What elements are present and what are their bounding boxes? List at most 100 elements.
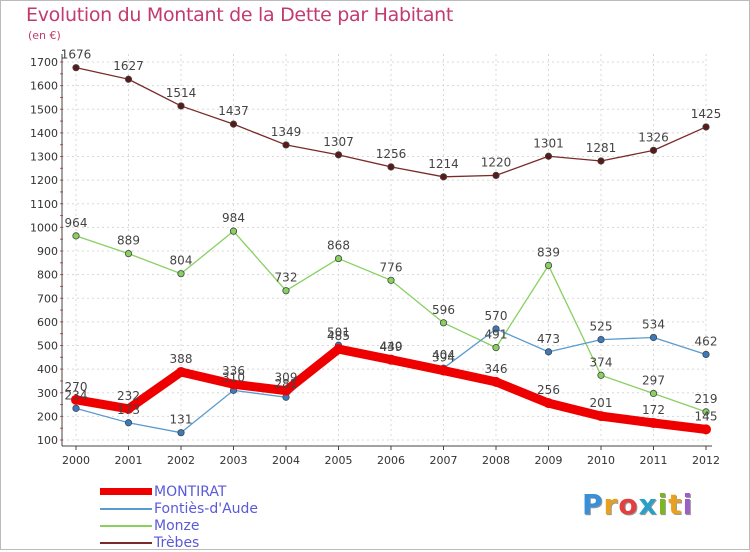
chart-series [71, 64, 711, 437]
y-tick-label: 1500 [30, 103, 58, 116]
legend-label-montirat: MONTIRAT [154, 484, 227, 500]
data-label-tr-bes: 1349 [271, 125, 302, 139]
data-label-fonti-s-d-aude: 234 [65, 388, 88, 402]
data-label-montirat: 346 [485, 362, 508, 376]
data-label-montirat: 145 [695, 409, 718, 423]
y-tick-label: 1300 [30, 151, 58, 164]
data-label-monze: 491 [485, 328, 508, 342]
data-point-tr-bes [72, 64, 80, 72]
data-label-fonti-s-d-aude: 131 [170, 413, 193, 427]
data-point-montirat [123, 403, 134, 414]
data-point-monze [544, 261, 553, 270]
logo-letter: t [668, 488, 683, 521]
y-tick-label: 1200 [30, 174, 58, 187]
data-label-montirat: 336 [222, 364, 245, 378]
data-label-fonti-s-d-aude: 281 [275, 377, 298, 391]
data-point-tr-bes [597, 157, 605, 165]
data-label-monze: 964 [65, 216, 88, 230]
data-point-monze [702, 408, 710, 416]
data-point-tr-bes [124, 75, 133, 83]
x-tick-label: 2006 [377, 454, 405, 467]
y-tick-label: 700 [37, 292, 58, 305]
y-tick-label: 1600 [30, 80, 58, 93]
y-tick-label: 300 [37, 387, 58, 400]
data-label-monze: 868 [327, 239, 350, 253]
y-tick-label: 1100 [30, 198, 58, 211]
x-tick-label: 2010 [587, 454, 615, 467]
data-point-tr-bes [387, 163, 395, 171]
logo-letter: i [657, 488, 669, 521]
data-label-fonti-s-d-aude: 473 [537, 332, 560, 346]
data-label-montirat: 309 [275, 371, 298, 385]
data-point-fonti-s-d-aude [649, 333, 658, 342]
x-tick-label: 2012 [692, 454, 720, 467]
x-tick-label: 2005 [325, 454, 353, 467]
data-point-monze [334, 254, 343, 263]
data-point-montirat [543, 398, 554, 409]
x-tick-label: 2002 [167, 454, 195, 467]
data-point-montirat [333, 344, 344, 355]
y-tick-label: 100 [37, 434, 58, 447]
y-tick-label: 1700 [30, 56, 58, 69]
data-label-monze: 839 [537, 245, 560, 259]
data-label-tr-bes: 1326 [638, 130, 669, 144]
data-label-montirat: 388 [170, 352, 193, 366]
y-tick-label: 200 [37, 410, 58, 423]
data-label-fonti-s-d-aude: 501 [327, 325, 350, 339]
data-label-tr-bes: 1627 [113, 59, 144, 73]
data-point-monze [439, 319, 448, 327]
data-point-montirat [71, 394, 81, 405]
x-tick-label: 2000 [62, 454, 90, 467]
data-label-tr-bes: 1425 [691, 107, 722, 121]
data-label-fonti-s-d-aude: 439 [380, 340, 403, 354]
data-label-montirat: 394 [432, 351, 455, 365]
data-label-fonti-s-d-aude: 310 [222, 370, 245, 384]
data-point-fonti-s-d-aude [492, 325, 500, 333]
data-label-monze: 219 [695, 392, 718, 406]
data-label-montirat: 485 [327, 329, 350, 343]
line-chart: 1002003004005006007008009001000110012001… [30, 48, 722, 467]
data-label-monze: 374 [590, 355, 613, 369]
data-label-tr-bes: 1214 [428, 157, 459, 171]
data-point-fonti-s-d-aude [702, 350, 710, 359]
data-point-monze [282, 287, 290, 295]
y-tick-label: 900 [37, 245, 58, 258]
data-point-tr-bes [177, 102, 185, 110]
data-label-fonti-s-d-aude: 570 [485, 309, 508, 323]
data-label-monze: 776 [380, 260, 403, 274]
data-point-tr-bes [649, 146, 658, 154]
data-label-tr-bes: 1307 [323, 135, 354, 149]
y-tick-label: 1000 [30, 221, 58, 234]
logo-letter: r [603, 488, 619, 521]
data-point-tr-bes [702, 123, 710, 131]
data-label-fonti-s-d-aude: 462 [695, 334, 718, 348]
legend-label-trebes: Trèbes [154, 535, 200, 551]
data-point-fonti-s-d-aude [597, 335, 605, 344]
data-label-tr-bes: 1256 [376, 147, 407, 161]
data-point-montirat [438, 365, 449, 376]
data-label-monze: 984 [222, 211, 245, 225]
x-tick-label: 2007 [430, 454, 458, 467]
data-label-monze: 804 [170, 254, 193, 268]
data-point-monze [387, 276, 395, 284]
data-point-montirat [596, 411, 606, 422]
logo-letter: i [682, 488, 694, 521]
x-tick-label: 2009 [535, 454, 563, 467]
y-tick-label: 600 [37, 316, 58, 329]
data-label-montirat: 440 [380, 340, 403, 354]
data-point-montirat [281, 385, 291, 396]
legend-label-monze: Monze [154, 518, 200, 534]
data-point-tr-bes [439, 173, 448, 181]
data-point-monze [177, 270, 185, 278]
data-point-tr-bes [334, 151, 343, 159]
data-point-montirat [176, 366, 186, 377]
legend-swatch-trebes [100, 542, 152, 544]
data-label-monze: 297 [642, 373, 665, 387]
data-point-tr-bes [544, 152, 553, 160]
data-label-fonti-s-d-aude: 534 [642, 317, 665, 331]
legend-swatch-montirat [100, 488, 152, 495]
data-label-montirat: 256 [537, 383, 560, 397]
chart-subtitle: (en €) [28, 29, 61, 42]
data-label-tr-bes: 1676 [61, 48, 92, 62]
